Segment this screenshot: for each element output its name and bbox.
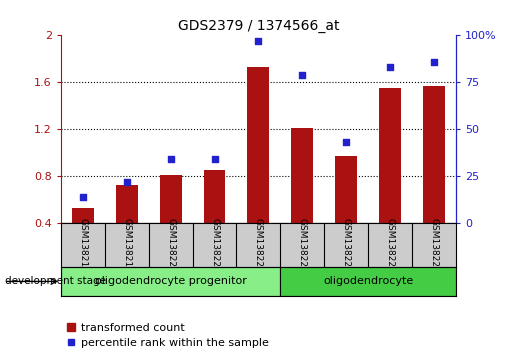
- Bar: [292, 128, 313, 270]
- Point: [122, 179, 131, 184]
- Point: [430, 59, 438, 64]
- Bar: [72, 208, 94, 270]
- Bar: [379, 88, 401, 270]
- Text: oligodendrocyte progenitor: oligodendrocyte progenitor: [95, 276, 246, 286]
- Text: GSM138225: GSM138225: [385, 218, 394, 273]
- Text: GSM138229: GSM138229: [429, 218, 438, 273]
- Bar: [204, 170, 225, 270]
- Text: GSM138220: GSM138220: [166, 218, 175, 273]
- Bar: [423, 86, 445, 270]
- Text: GSM138219: GSM138219: [122, 218, 131, 273]
- Text: GSM138221: GSM138221: [210, 218, 219, 273]
- Text: GSM138222: GSM138222: [254, 218, 263, 273]
- Bar: [61, 267, 280, 296]
- Text: development stage: development stage: [5, 276, 107, 286]
- Text: oligodendrocyte: oligodendrocyte: [323, 276, 413, 286]
- Text: GSM138218: GSM138218: [78, 218, 87, 273]
- Point: [342, 139, 350, 145]
- Bar: [248, 67, 269, 270]
- Bar: [116, 185, 138, 270]
- Point: [78, 194, 87, 200]
- Point: [386, 64, 394, 70]
- Legend: transformed count, percentile rank within the sample: transformed count, percentile rank withi…: [66, 322, 269, 348]
- Text: GSM138224: GSM138224: [342, 218, 351, 273]
- Point: [166, 156, 175, 162]
- Text: GSM138223: GSM138223: [298, 218, 307, 273]
- Point: [254, 38, 263, 44]
- Point: [298, 72, 306, 78]
- Bar: [160, 175, 182, 270]
- Title: GDS2379 / 1374566_at: GDS2379 / 1374566_at: [178, 19, 339, 33]
- Bar: [280, 267, 456, 296]
- Bar: [335, 156, 357, 270]
- Point: [210, 156, 219, 162]
